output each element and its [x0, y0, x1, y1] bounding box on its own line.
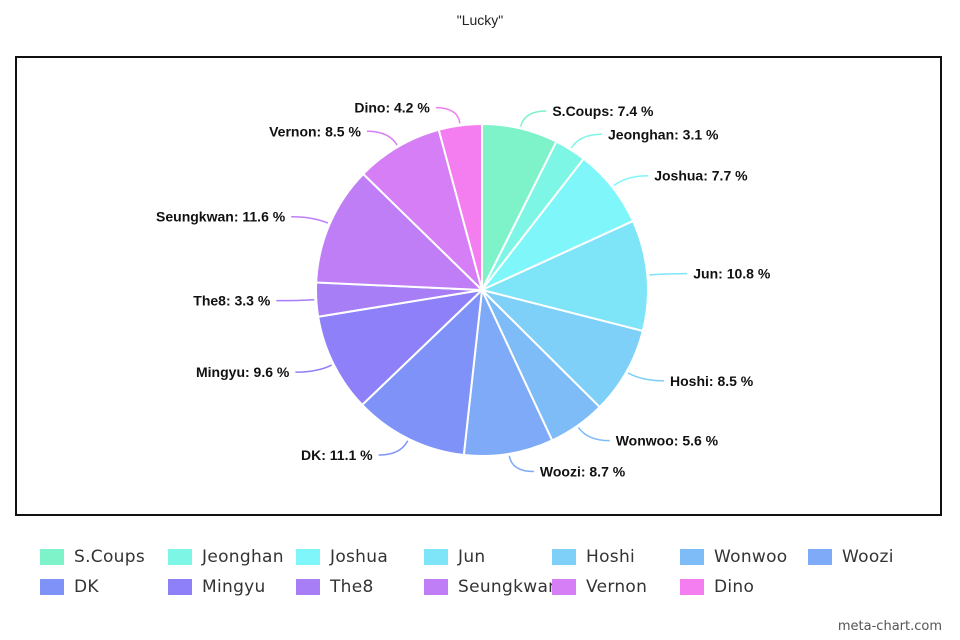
legend-item-the8[interactable]: The8 — [296, 576, 374, 598]
pie-slice-woozi[interactable] — [462, 286, 554, 457]
legend-item-seungkwan[interactable]: Seungkwan — [424, 576, 559, 598]
legend-item-vernon[interactable]: Vernon — [552, 576, 647, 598]
pie-slice-seungkwan[interactable] — [315, 172, 485, 292]
pie-slice-jun[interactable] — [479, 219, 649, 333]
slice-label: S.Coups: 7.4 % — [552, 103, 654, 119]
credit-text: meta-chart.com — [837, 619, 942, 634]
legend-item-dino[interactable]: Dino — [680, 576, 754, 598]
legend-swatch — [680, 549, 704, 565]
pie-slice-vernon[interactable] — [361, 128, 484, 294]
legend-swatch — [40, 549, 64, 565]
pie-slice-dino[interactable] — [437, 122, 483, 291]
leader-line — [291, 215, 329, 224]
plot-frame: S.Coups: 7.4 % Jeonghan: 3.1 % Joshua: 7.7… — [15, 56, 942, 516]
pie-slice-hoshi[interactable] — [478, 288, 645, 409]
leader-line — [570, 133, 603, 149]
legend-swatch — [40, 579, 64, 595]
legend-label: The8 — [330, 577, 374, 597]
slice-label: Joshua: 7.7 % — [654, 168, 748, 184]
slice-label: DK: 11.1 % — [301, 447, 373, 463]
legend-swatch — [680, 579, 704, 595]
legend-swatch — [552, 579, 576, 595]
leader-line — [613, 174, 649, 187]
slice-label: Seungkwan: 11.6 % — [156, 209, 286, 225]
legend-label: Woozi — [842, 547, 894, 567]
legend-swatch — [296, 549, 320, 565]
legend-item-woozi[interactable]: Woozi — [808, 546, 894, 568]
slice-label: Wonwoo: 5.6 % — [616, 433, 719, 449]
leader-line — [295, 364, 333, 373]
leader-line — [627, 372, 665, 382]
legend-swatch — [424, 549, 448, 565]
legend-swatch — [424, 579, 448, 595]
legend-label: Wonwoo — [714, 547, 788, 567]
slice-label: Jun: 10.8 % — [693, 266, 771, 282]
legend-swatch — [552, 549, 576, 565]
legend-item-s-coups[interactable]: S.Coups — [40, 546, 145, 568]
pie-slice-dk[interactable] — [360, 287, 484, 457]
leader-line — [276, 299, 315, 302]
legend-label: Vernon — [586, 577, 648, 597]
chart-title: "Lucky" — [456, 12, 504, 28]
legend-swatch — [168, 549, 192, 565]
legend-item-wonwoo[interactable]: Wonwoo — [680, 546, 788, 568]
slice-label: Hoshi: 8.5 % — [670, 373, 754, 389]
leader-line — [649, 272, 688, 276]
legend-swatch — [296, 579, 320, 595]
legend-item-mingyu[interactable]: Mingyu — [168, 576, 266, 598]
leader-line — [577, 427, 610, 442]
slice-label: Dino: 4.2 % — [354, 100, 430, 116]
legend-label: Seungkwan — [458, 577, 560, 597]
legend-item-jeonghan[interactable]: Jeonghan — [168, 546, 284, 568]
slice-label: Mingyu: 9.6 % — [196, 364, 290, 380]
pie-chart: S.Coups: 7.4 % Jeonghan: 3.1 % Joshua: 7.7… — [156, 100, 771, 480]
legend-label: Jeonghan — [202, 547, 284, 567]
legend-item-hoshi[interactable]: Hoshi — [552, 546, 635, 568]
legend-swatch — [168, 579, 192, 595]
legend-label: Jun — [458, 547, 486, 567]
legend-item-dk[interactable]: DK — [40, 576, 99, 598]
leader-line — [519, 110, 547, 127]
leader-line — [378, 440, 409, 456]
leader-line — [508, 455, 534, 473]
slice-label: Jeonghan: 3.1 % — [608, 126, 719, 142]
slice-label: The8: 3.3 % — [193, 293, 271, 309]
legend-label: Mingyu — [202, 577, 266, 597]
legend-swatch — [808, 549, 832, 565]
legend-label: Joshua — [330, 547, 389, 567]
pie-slice-mingyu[interactable] — [317, 288, 486, 407]
leader-line — [435, 106, 461, 124]
legend-item-joshua[interactable]: Joshua — [296, 546, 388, 568]
leader-line — [366, 130, 398, 146]
legend-label: S.Coups — [74, 547, 145, 567]
slice-label: Vernon: 8.5 % — [269, 123, 361, 139]
legend-label: Dino — [714, 577, 755, 597]
slice-label: Woozi: 8.7 % — [540, 464, 626, 480]
legend-item-jun[interactable]: Jun — [424, 546, 485, 568]
legend-label: DK — [74, 577, 99, 597]
legend-label: Hoshi — [586, 547, 636, 567]
